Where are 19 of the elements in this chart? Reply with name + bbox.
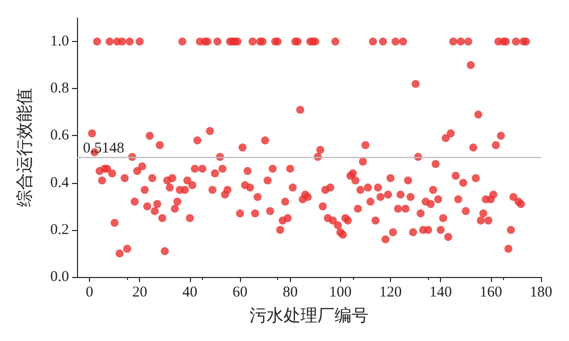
y-tick-label: 0.0	[50, 269, 69, 285]
x-tick-label: 40	[182, 284, 198, 300]
y-axis-title: 综合运行效能值	[15, 88, 34, 207]
x-tick-label: 160	[480, 284, 502, 300]
y-tick-label: 0.4	[50, 174, 70, 191]
x-tick-label: 120	[379, 284, 402, 300]
y-tick-label: 0.2	[50, 222, 69, 238]
y-tick-label: 0.6	[50, 128, 70, 144]
x-tick-label: 60	[232, 284, 248, 300]
y-tick-label: 1.0	[50, 34, 69, 50]
x-tick-label: 140	[429, 284, 452, 300]
x-tick-label: 100	[329, 284, 352, 300]
y-tick-label: 0.8	[50, 80, 69, 97]
x-axis-title: 污水处理厂编号	[250, 306, 368, 325]
x-tick-label: 180	[530, 284, 552, 300]
x-tick-label: 80	[282, 284, 298, 300]
x-tick-label: 20	[132, 284, 148, 300]
ref-line-label: 0.5148	[83, 140, 124, 156]
x-tick-label: 0	[86, 284, 94, 300]
